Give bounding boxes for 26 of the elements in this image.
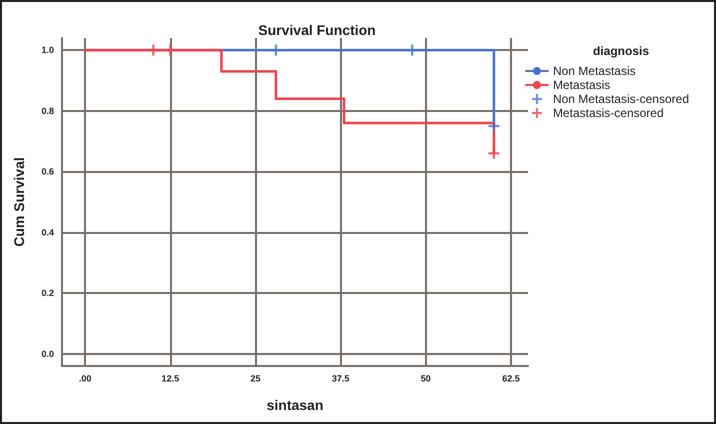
x-tick-label: 37.5 <box>332 374 350 384</box>
y-tick-label: 0.6 <box>41 166 54 177</box>
point <box>488 148 500 159</box>
point <box>488 120 500 132</box>
y-tick-label: 0.0 <box>41 348 54 359</box>
x-tick-label: 12.5 <box>162 374 180 384</box>
point <box>270 44 282 56</box>
legend-title: diagnosis <box>592 44 650 58</box>
point <box>164 44 176 56</box>
y-tick-label: 1.0 <box>41 45 54 56</box>
x-tick-label: 50 <box>420 374 431 384</box>
chart-title: Survival Function <box>258 22 376 38</box>
y-axis-title: Cum Survival <box>11 157 27 247</box>
legend-label: Non Metastasis <box>552 64 636 78</box>
x-tick-label: .00 <box>78 374 92 384</box>
point <box>148 44 159 56</box>
x-tick-label: 25 <box>250 374 260 384</box>
y-tick-label: 0.2 <box>41 288 54 298</box>
y-tick-label: 0.4 <box>41 227 54 238</box>
legend-label: Metastasis-censored <box>552 106 664 120</box>
legend-label: Metastasis <box>552 78 610 92</box>
y-tick-label: 0.8 <box>41 106 54 116</box>
point <box>406 44 418 56</box>
x-tick-label: 62.5 <box>502 374 520 384</box>
x-axis-title: sintasan <box>266 397 324 413</box>
legend-label: Non Metastasis-censored <box>552 92 689 106</box>
